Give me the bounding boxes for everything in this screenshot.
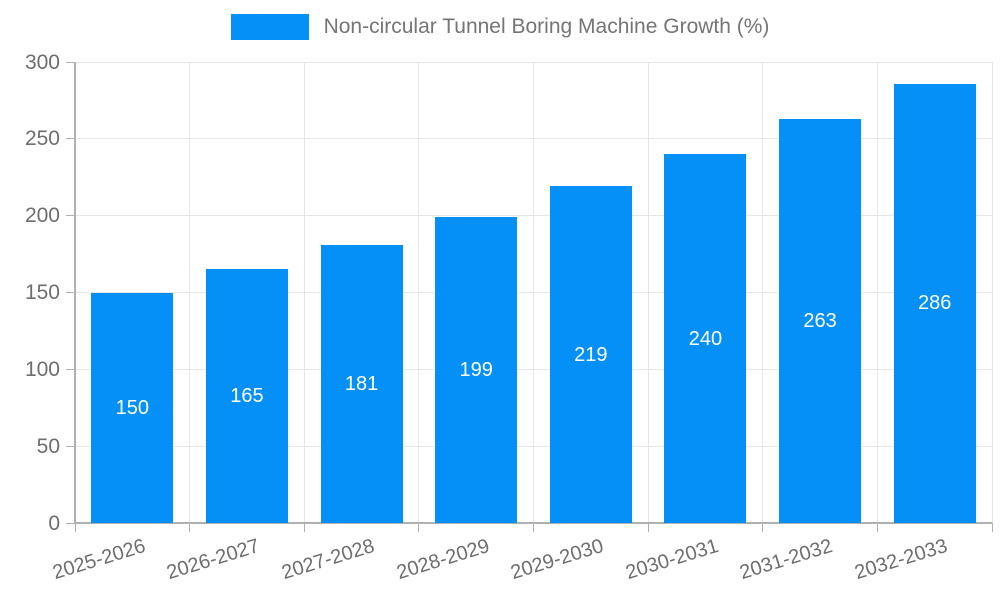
x-tick-label: 2027-2028 [279, 535, 377, 585]
bar-value-label: 150 [115, 396, 149, 419]
x-gridline [762, 62, 764, 523]
x-tick-label: 2029-2030 [508, 535, 607, 585]
x-gridline [876, 62, 878, 523]
x-tick-label: 2025-2026 [49, 535, 148, 585]
y-tick-label: 0 [48, 511, 60, 535]
x-tick-mark [647, 523, 649, 532]
bar-value-label: 181 [344, 372, 379, 395]
y-tick-label: 150 [24, 281, 60, 304]
y-tick-mark [66, 292, 75, 293]
x-axis-line [75, 522, 992, 524]
bar-2026-2027[interactable] [205, 269, 288, 523]
y-tick-mark [66, 138, 75, 140]
x-gridline [647, 62, 649, 523]
y-tick-mark [66, 215, 75, 217]
y-tick-mark [66, 61, 75, 63]
x-tick-mark [876, 523, 878, 532]
x-tick-label: 2030-2031 [622, 535, 721, 585]
y-tick-mark [66, 522, 75, 524]
x-gridline [418, 62, 420, 523]
x-tick-mark [418, 523, 420, 532]
bar-value-label: 263 [803, 309, 837, 332]
x-tick-label: 2028-2029 [393, 535, 492, 585]
x-gridline [533, 62, 534, 523]
bar-2028-2029[interactable] [435, 217, 518, 523]
x-tick-mark [991, 523, 993, 532]
x-gridline [189, 62, 191, 523]
y-axis-line [74, 62, 76, 523]
bar-2031-2032[interactable] [779, 118, 862, 523]
x-tick-mark [74, 523, 76, 532]
bar-value-label: 219 [574, 343, 608, 366]
bar-2029-2030[interactable] [549, 186, 632, 523]
legend-swatch [230, 14, 309, 40]
x-tick-label: 2026-2027 [164, 535, 263, 585]
y-tick-label: 50 [36, 434, 60, 458]
y-tick-mark [66, 368, 75, 370]
x-tick-mark [762, 523, 764, 532]
bar-value-label: 165 [230, 385, 264, 408]
y-tick-label: 100 [24, 357, 60, 381]
bar-value-label: 240 [688, 327, 723, 350]
x-gridline [303, 62, 305, 523]
bar-2030-2031[interactable] [664, 154, 747, 523]
y-tick-mark [66, 445, 75, 447]
bar-2025-2026[interactable] [91, 292, 174, 523]
x-gridline [991, 62, 993, 523]
bar-2032-2033[interactable] [893, 83, 976, 523]
y-tick-label: 200 [24, 204, 60, 228]
bar-value-label: 286 [918, 292, 952, 315]
x-tick-mark [303, 523, 305, 532]
x-tick-label: 2032-2033 [852, 535, 951, 585]
bar-2027-2028[interactable] [320, 244, 403, 523]
y-tick-label: 250 [24, 127, 60, 151]
x-tick-label: 2031-2032 [737, 535, 836, 585]
legend-label: Non-circular Tunnel Boring Machine Growt… [323, 15, 770, 38]
chart-legend[interactable]: Non-circular Tunnel Boring Machine Growt… [0, 14, 1000, 40]
y-tick-label: 300 [24, 50, 60, 74]
x-tick-mark [533, 523, 534, 532]
x-tick-mark [189, 523, 191, 532]
bar-value-label: 199 [459, 359, 493, 382]
